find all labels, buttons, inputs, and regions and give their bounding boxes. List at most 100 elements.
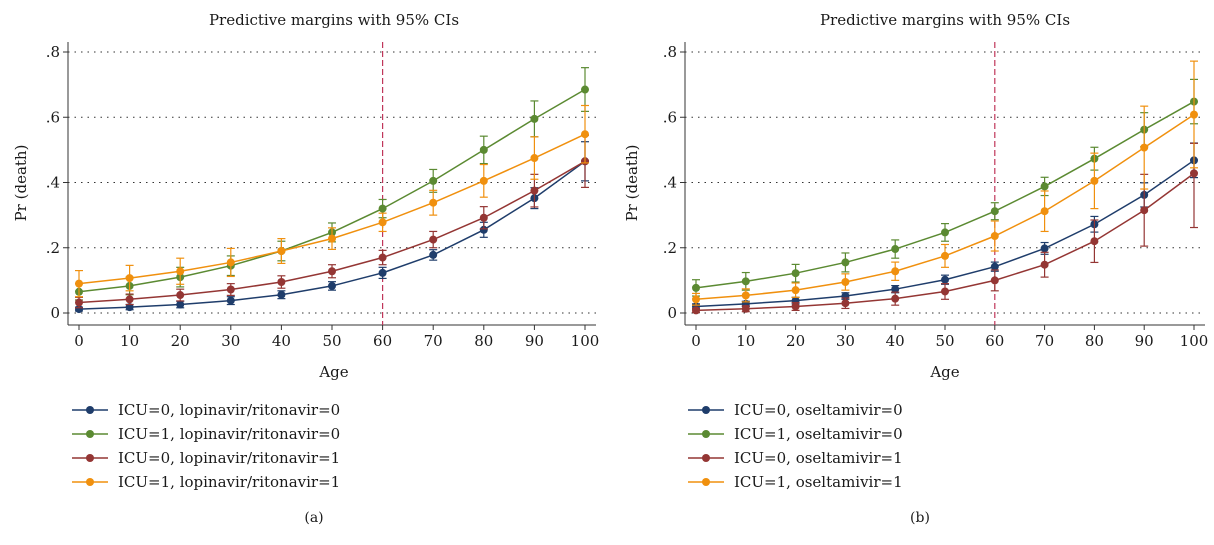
legend-label: ICU=0, oseltamivir=1 (734, 449, 903, 467)
data-point (530, 114, 539, 123)
data-point (429, 235, 438, 244)
legend-marker (86, 478, 94, 486)
data-point (125, 303, 134, 312)
data-point (226, 296, 235, 305)
legend: ICU=0, lopinavir/ritonavir=0 ICU=1, lopin… (72, 401, 340, 491)
y-tick-label: .2 (46, 239, 60, 257)
series-line (78, 88, 586, 293)
x-tick-label: 10 (120, 332, 139, 350)
panel-label: (a) (304, 510, 323, 526)
data-point (328, 267, 336, 276)
data-point (429, 198, 438, 207)
chart-panel-b: Predictive margins with 95% CIs Pr (deat… (623, 11, 1208, 526)
x-tick-label: 100 (1180, 332, 1209, 350)
data-point (429, 250, 438, 259)
data-point (530, 186, 539, 195)
data-point (378, 218, 387, 227)
series-3 (75, 134, 589, 309)
legend-label: ICU=1, oseltamivir=1 (734, 473, 903, 491)
data-point (125, 274, 134, 283)
x-tick-label: 90 (525, 332, 544, 350)
legend-marker (86, 406, 94, 414)
data-point (791, 302, 800, 311)
legend-label: ICU=0, lopinavir/ritonavir=1 (118, 449, 340, 467)
data-point (990, 276, 999, 285)
data-point (941, 228, 949, 237)
y-tick-label: .8 (46, 43, 60, 61)
data-point (581, 130, 589, 139)
x-tick-label: 40 (886, 332, 905, 350)
legend-label: ICU=0, lopinavir/ritonavir=0 (118, 401, 340, 419)
data-point (479, 213, 488, 222)
data-point (378, 253, 387, 262)
series-3 (692, 142, 1198, 315)
data-point (891, 245, 900, 254)
y-tick-label: .6 (46, 108, 60, 126)
x-tick-label: 40 (272, 332, 291, 350)
data-point (277, 290, 286, 299)
data-point (581, 85, 589, 94)
data-point (176, 300, 185, 309)
data-point (1090, 237, 1099, 246)
data-point (891, 285, 900, 294)
data-point (1190, 110, 1198, 119)
y-tick-label: 0 (667, 304, 677, 322)
x-axis-label: Age (318, 363, 348, 381)
data-point (75, 279, 83, 288)
data-point (791, 269, 800, 278)
data-point (75, 305, 83, 314)
data-point (176, 267, 185, 276)
data-point (429, 176, 438, 185)
legend-marker (86, 430, 94, 438)
x-tick-label: 0 (691, 332, 701, 350)
series-line (78, 133, 586, 285)
data-point (941, 251, 949, 260)
data-point (1090, 176, 1099, 185)
y-axis-label: Pr (death) (623, 145, 641, 222)
chart-panel-a: Predictive margins with 95% CIs Pr (deat… (12, 11, 599, 526)
x-tick-label: 90 (1135, 332, 1154, 350)
x-tick-label: 30 (836, 332, 855, 350)
data-point (990, 232, 999, 241)
x-tick-label: 50 (935, 332, 954, 350)
data-point (277, 247, 286, 256)
chart-title: Predictive margins with 95% CIs (820, 11, 1070, 29)
data-point (125, 295, 134, 304)
series-4 (75, 104, 589, 298)
legend-label: ICU=1, lopinavir/ritonavir=1 (118, 473, 340, 491)
x-tick-label: 80 (1085, 332, 1104, 350)
data-point (990, 207, 999, 216)
series-4 (692, 60, 1198, 306)
x-tick-label: 70 (1035, 332, 1054, 350)
legend-marker (702, 478, 710, 486)
data-point (75, 298, 83, 307)
x-tick-label: 70 (424, 332, 443, 350)
y-tick-label: .8 (663, 43, 677, 61)
data-point (692, 306, 700, 315)
x-tick-label: 100 (571, 332, 600, 350)
y-tick-label: .2 (663, 239, 677, 257)
legend-label: ICU=1, oseltamivir=0 (734, 425, 903, 443)
legend-marker (86, 454, 94, 462)
data-point (692, 295, 700, 304)
data-point (226, 258, 235, 267)
data-point (226, 285, 235, 294)
x-tick-label: 60 (373, 332, 392, 350)
y-axis-label: Pr (death) (12, 145, 30, 222)
data-point (791, 286, 800, 295)
x-tick-label: 20 (171, 332, 190, 350)
data-point (378, 204, 387, 213)
x-tick-label: 30 (221, 332, 240, 350)
data-point (841, 278, 850, 287)
legend-label: ICU=0, oseltamivir=0 (734, 401, 903, 419)
y-tick-label: .4 (663, 174, 677, 192)
data-point (692, 283, 700, 292)
legend-marker (702, 430, 710, 438)
data-point (479, 145, 488, 154)
data-point (1040, 244, 1049, 253)
data-point (891, 267, 900, 276)
data-point (1040, 182, 1049, 191)
data-point (530, 154, 539, 163)
y-tick-label: .4 (46, 174, 60, 192)
